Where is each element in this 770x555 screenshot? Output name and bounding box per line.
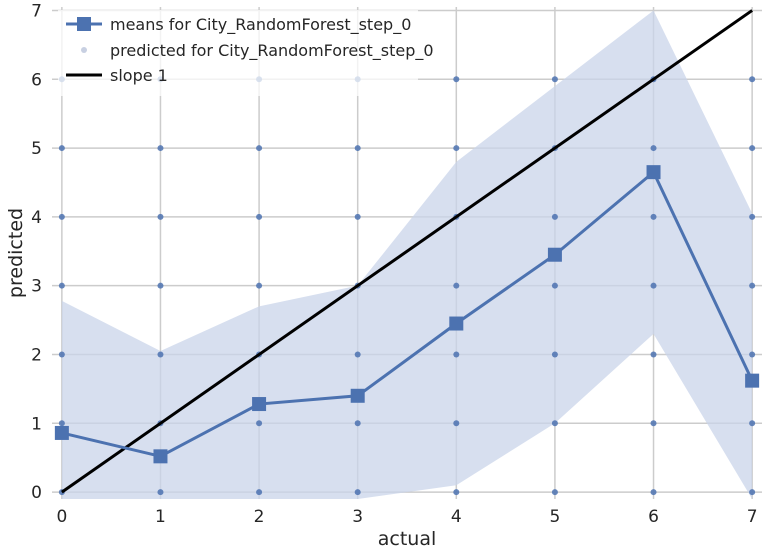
- scatter-point: [58, 282, 65, 289]
- scatter-point: [749, 489, 756, 496]
- scatter-point: [157, 282, 164, 289]
- scatter-point: [453, 145, 460, 152]
- scatter-point: [256, 489, 263, 496]
- scatter-point: [453, 489, 460, 496]
- slope-line-series: [61, 9, 753, 494]
- scatter-point: [551, 489, 558, 496]
- scatter-point: [256, 282, 263, 289]
- scatter-point: [749, 76, 756, 83]
- scatter-point: [453, 282, 460, 289]
- scatter-point: [453, 76, 460, 83]
- scatter-point: [551, 420, 558, 427]
- scatter-point: [58, 351, 65, 358]
- means-marker: [252, 397, 267, 412]
- legend: means for City_RandomForest_step_0 predi…: [58, 10, 434, 96]
- x-tick-label: 1: [155, 507, 166, 527]
- y-tick-label: 6: [31, 70, 42, 90]
- x-tick-label: 0: [56, 507, 67, 527]
- means-marker: [646, 165, 661, 180]
- scatter-point: [256, 420, 263, 427]
- scatter-point: [650, 282, 657, 289]
- y-tick-label: 2: [31, 345, 42, 365]
- legend-scatter-marker: [81, 47, 87, 53]
- y-tick-label: 5: [31, 139, 42, 159]
- scatter-point: [650, 420, 657, 427]
- scatter-point: [354, 145, 361, 152]
- scatter-point: [551, 351, 558, 358]
- legend-scatter-label: predicted for City_RandomForest_step_0: [110, 41, 434, 61]
- means-marker: [54, 425, 69, 440]
- legend-slope-label: slope 1: [110, 66, 168, 85]
- means-marker: [547, 247, 562, 262]
- scatter-point: [749, 213, 756, 220]
- means-marker: [153, 449, 168, 464]
- legend-means-marker: [77, 17, 91, 31]
- scatter-point: [157, 489, 164, 496]
- y-tick-labels: 0 1 2 3 4 5 6 7: [31, 1, 42, 503]
- scatter-point: [453, 351, 460, 358]
- scatter-point: [749, 420, 756, 427]
- y-tick-label: 3: [31, 277, 42, 297]
- means-line: [61, 169, 754, 458]
- scatter-point: [453, 420, 460, 427]
- scatter-point: [650, 145, 657, 152]
- scatter-point: [650, 351, 657, 358]
- scatter-point: [551, 213, 558, 220]
- scatter-point: [157, 145, 164, 152]
- slope-line: [61, 9, 753, 494]
- x-axis-label: actual: [378, 528, 437, 550]
- scatter-point: [749, 351, 756, 358]
- scatter-point: [354, 213, 361, 220]
- legend-frame: [58, 10, 418, 96]
- means-line-series: [54, 165, 760, 464]
- scatter-point: [256, 145, 263, 152]
- scatter-point: [650, 489, 657, 496]
- scatter-point: [58, 145, 65, 152]
- x-tick-label: 6: [648, 507, 659, 527]
- legend-means-label: means for City_RandomForest_step_0: [110, 15, 411, 35]
- x-tick-label: 2: [254, 507, 265, 527]
- scatter-point: [58, 213, 65, 220]
- y-tick-label: 0: [31, 483, 42, 503]
- y-tick-label: 7: [31, 1, 42, 21]
- x-tick-label: 3: [352, 507, 363, 527]
- x-tick-label: 4: [451, 507, 462, 527]
- x-tick-label: 7: [747, 507, 758, 527]
- scatter-point: [354, 420, 361, 427]
- scatter-point: [354, 489, 361, 496]
- y-tick-label: 1: [31, 414, 42, 434]
- scatter-point: [551, 282, 558, 289]
- means-marker: [449, 316, 464, 331]
- scatter-point: [354, 351, 361, 358]
- means-marker: [350, 388, 365, 403]
- scatter-point: [650, 213, 657, 220]
- scatter-point: [58, 420, 65, 427]
- scatter-point: [551, 76, 558, 83]
- scatter-point: [749, 145, 756, 152]
- scatter-point: [157, 213, 164, 220]
- scatter-point: [749, 282, 756, 289]
- scatter-point: [256, 213, 263, 220]
- y-tick-label: 4: [31, 208, 42, 228]
- scatter-point: [157, 351, 164, 358]
- y-axis-label: predicted: [5, 208, 27, 298]
- means-marker: [745, 373, 760, 388]
- x-tick-labels: 0 1 2 3 4 5 6 7: [56, 507, 757, 527]
- x-tick-label: 5: [550, 507, 561, 527]
